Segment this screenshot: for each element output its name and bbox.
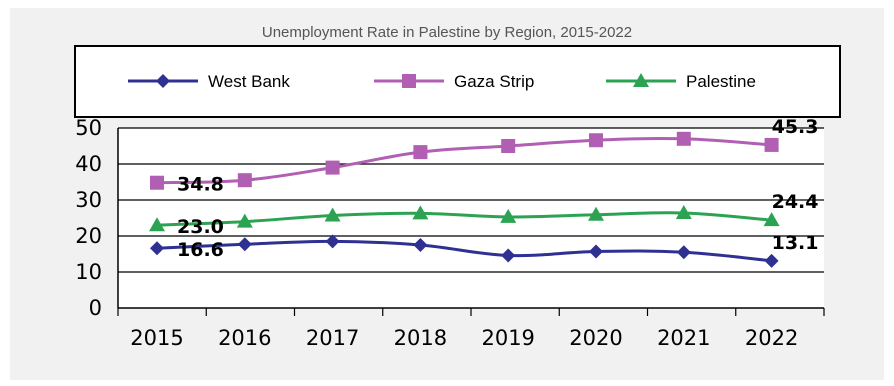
data-point-gaza-strip-2021 bbox=[676, 131, 691, 146]
series-line-west-bank bbox=[156, 239, 772, 263]
data-label: 13.1 bbox=[772, 232, 819, 254]
data-point-gaza-strip-2020 bbox=[589, 133, 603, 148]
data-point-west-bank-2015 bbox=[150, 241, 164, 256]
y-tick-labels: 0 10 20 30 40 50 bbox=[75, 116, 102, 320]
data-point-palestine-2015 bbox=[149, 217, 165, 232]
data-point-gaza-strip-2018 bbox=[413, 145, 428, 160]
y-tick-label: 20 bbox=[75, 224, 102, 248]
y-tick-label: 30 bbox=[75, 188, 102, 212]
chart-title: Unemployment Rate in Palestine by Region… bbox=[262, 24, 632, 41]
legend: West Bank Gaza Strip Palestine bbox=[128, 72, 756, 91]
data-point-west-bank-2020 bbox=[589, 244, 603, 259]
data-point-gaza-strip-2017 bbox=[325, 160, 340, 175]
data-point-palestine-2018 bbox=[412, 205, 429, 220]
data-point-palestine-2020 bbox=[588, 206, 604, 221]
y-tick-label: 40 bbox=[75, 152, 102, 176]
y-tick-label: 0 bbox=[89, 296, 102, 320]
y-tick-label: 10 bbox=[75, 260, 102, 284]
series-palestine bbox=[149, 204, 780, 232]
gridlines bbox=[118, 127, 824, 273]
x-tick-label: 2015 bbox=[130, 326, 183, 350]
x-tick-label: 2018 bbox=[394, 326, 447, 350]
legend-item-west-bank: West Bank bbox=[128, 72, 290, 91]
data-point-gaza-strip-2019 bbox=[501, 139, 516, 153]
data-point-palestine-2021 bbox=[675, 204, 692, 219]
legend-item-gaza-strip: Gaza Strip bbox=[374, 72, 534, 91]
plot-area bbox=[118, 128, 824, 308]
data-label: 34.8 bbox=[177, 174, 224, 196]
data-point-west-bank-2017 bbox=[325, 234, 340, 249]
x-tick-label: 2019 bbox=[481, 326, 534, 350]
data-point-palestine-2022 bbox=[763, 212, 780, 227]
data-label: 24.4 bbox=[772, 191, 819, 213]
x-tick-label: 2022 bbox=[745, 326, 798, 350]
axes bbox=[117, 128, 825, 316]
legend-box bbox=[74, 45, 841, 118]
series-gaza-strip bbox=[150, 131, 779, 190]
legend-marker bbox=[402, 74, 416, 88]
legend-label: Palestine bbox=[686, 72, 756, 91]
data-point-gaza-strip-2022 bbox=[764, 137, 779, 152]
legend-item-palestine: Palestine bbox=[606, 72, 756, 91]
data-point-gaza-strip-2016 bbox=[237, 173, 252, 188]
x-tick-label: 2020 bbox=[569, 326, 622, 350]
series-line-palestine bbox=[156, 211, 772, 227]
series-layer bbox=[149, 131, 780, 268]
data-label: 23.0 bbox=[177, 216, 224, 238]
data-label: 45.3 bbox=[772, 116, 819, 138]
x-tick-label: 2017 bbox=[306, 326, 359, 350]
data-point-palestine-2019 bbox=[500, 208, 517, 223]
data-point-west-bank-2018 bbox=[413, 238, 428, 252]
data-label: 16.6 bbox=[177, 239, 224, 261]
y-tick-label: 50 bbox=[75, 116, 102, 140]
data-point-west-bank-2021 bbox=[676, 245, 691, 260]
series-line-gaza-strip bbox=[156, 136, 772, 185]
data-point-gaza-strip-2015 bbox=[150, 175, 164, 190]
legend-label: Gaza Strip bbox=[454, 72, 534, 91]
legend-marker bbox=[633, 73, 649, 87]
series-west-bank bbox=[150, 234, 779, 268]
data-point-west-bank-2016 bbox=[237, 237, 252, 252]
x-tick-labels: 2015 2016 2017 2018 2019 2020 2021 2022 bbox=[130, 326, 798, 350]
data-point-west-bank-2022 bbox=[764, 253, 779, 268]
x-tick-label: 2016 bbox=[218, 326, 271, 350]
legend-marker bbox=[156, 74, 170, 88]
data-point-palestine-2016 bbox=[236, 213, 253, 228]
legend-label: West Bank bbox=[208, 72, 290, 91]
data-point-west-bank-2019 bbox=[501, 248, 516, 263]
x-tick-label: 2021 bbox=[657, 326, 710, 350]
data-labels: 34.8 23.016.6 45.3 24.4 13.1 bbox=[177, 116, 818, 261]
data-point-palestine-2017 bbox=[324, 207, 341, 222]
